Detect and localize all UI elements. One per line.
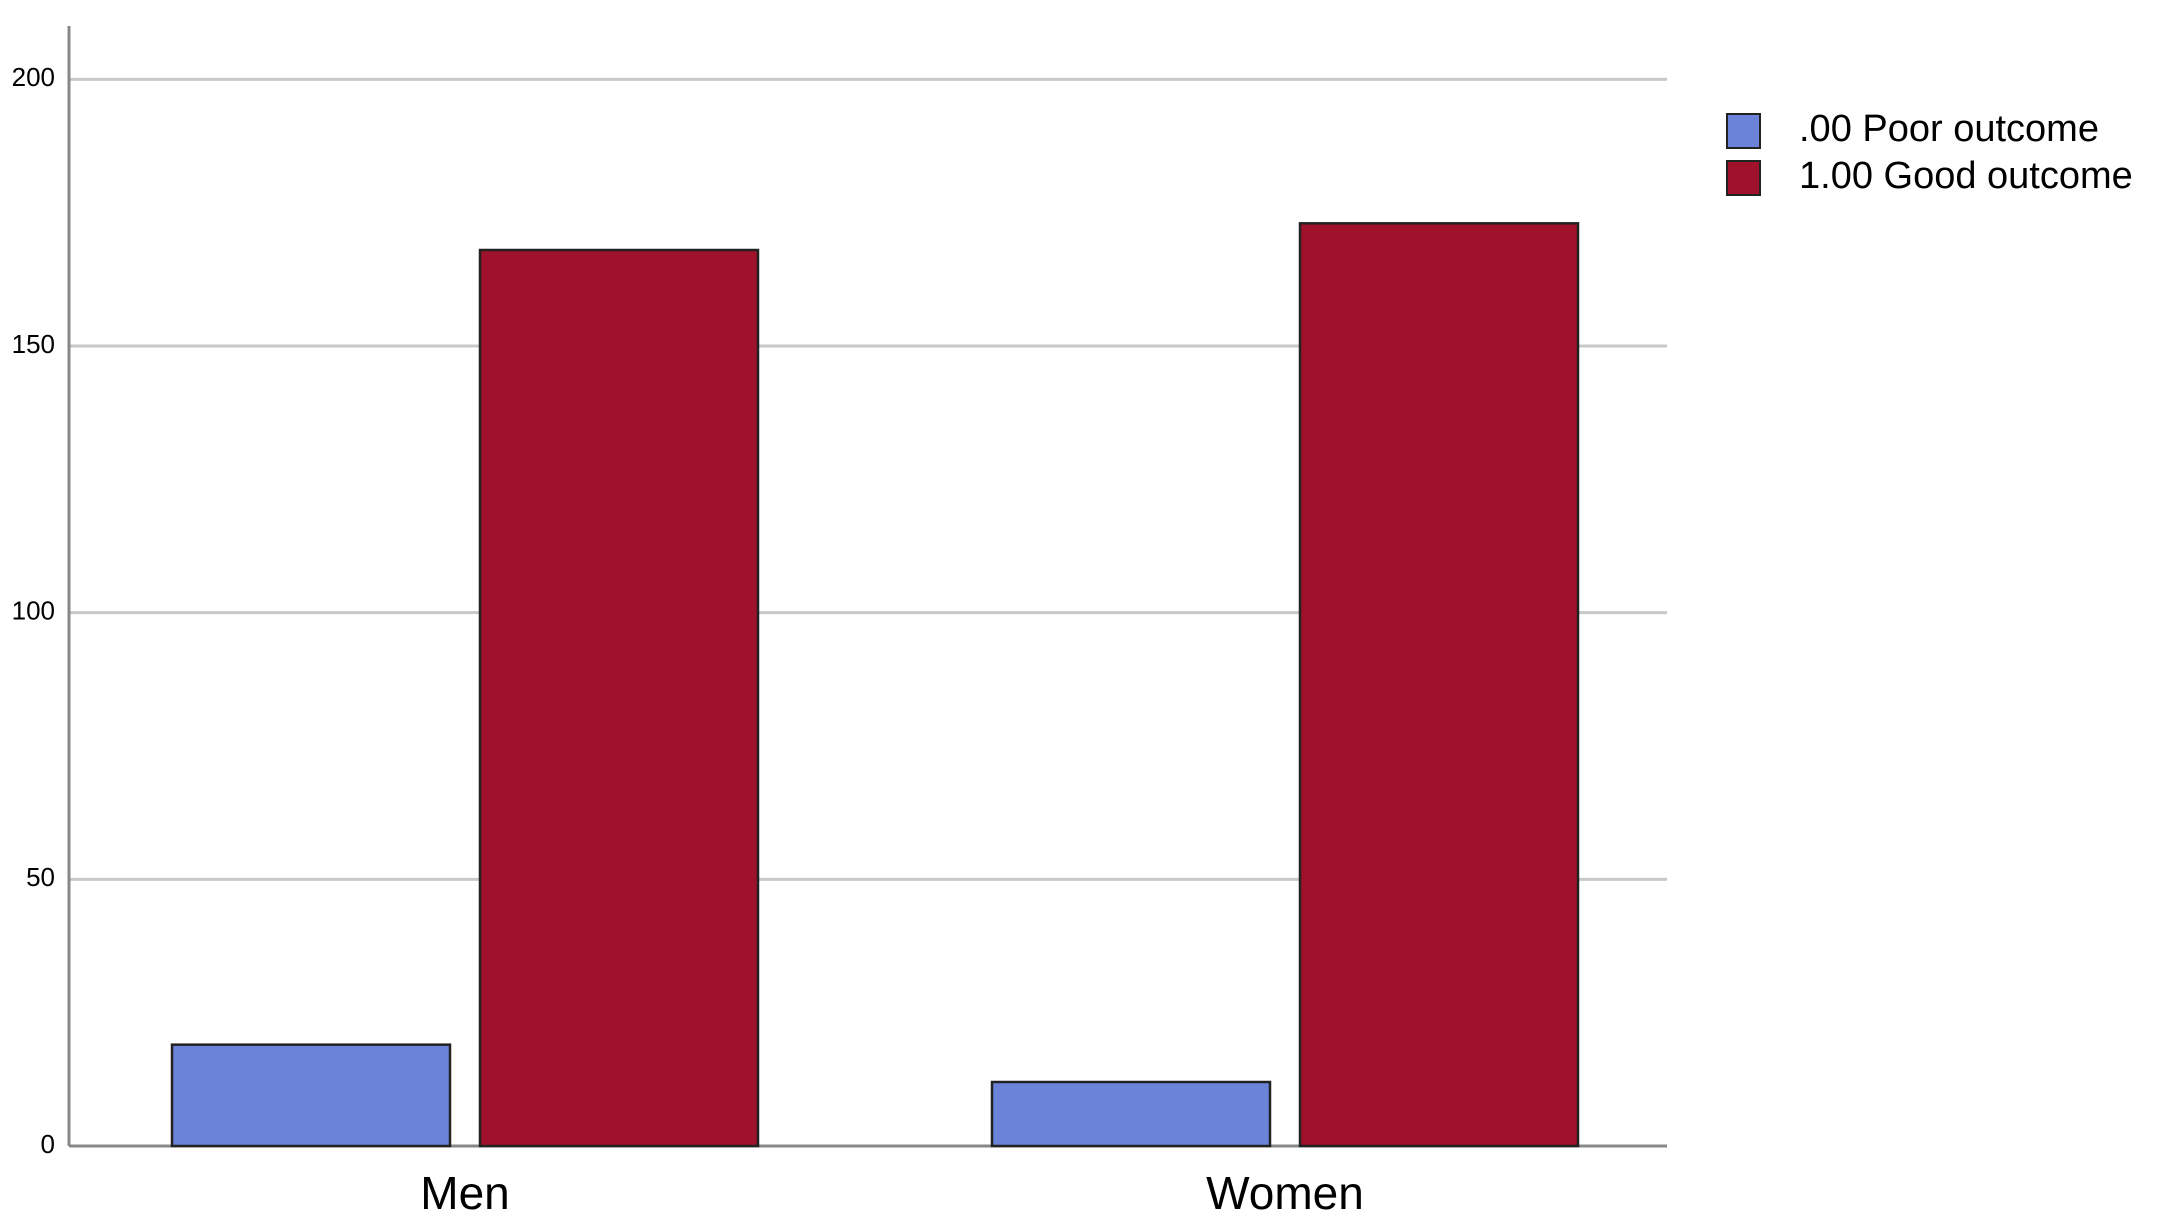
y-tick-label: 200 [12, 62, 55, 92]
legend-label: .00 Poor outcome [1799, 108, 2099, 150]
legend-swatch [1726, 160, 1761, 196]
y-tick-label: 50 [26, 862, 55, 892]
legend-label: 1.00 Good outcome [1799, 155, 2133, 197]
y-tick-label: 150 [12, 329, 55, 359]
x-tick-label: Men [420, 1167, 509, 1219]
bar [1298, 222, 1580, 1148]
x-tick-label: Women [1206, 1167, 1364, 1219]
y-tick-label: 100 [12, 596, 55, 626]
bar [478, 248, 760, 1148]
y-tick-label: 0 [41, 1129, 55, 1159]
bar [990, 1080, 1272, 1148]
legend-swatch [1726, 113, 1761, 149]
bar [170, 1043, 452, 1148]
